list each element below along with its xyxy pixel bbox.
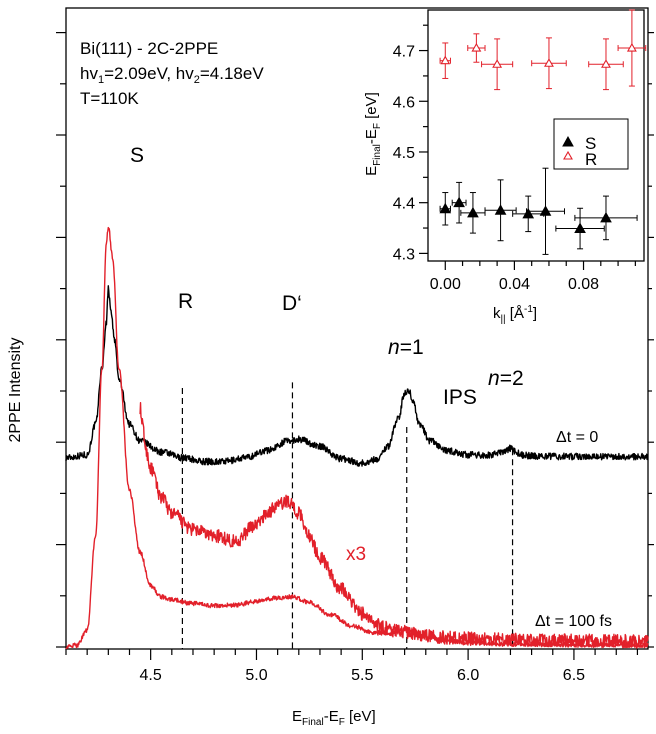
info-line-2-part: =4.18eV [200, 64, 264, 83]
data-point-R [626, 42, 637, 52]
inset-x-tick-label: 0.00 [430, 276, 461, 293]
inset-axis-ticks [419, 24, 636, 270]
peak-label-D: D‘ [282, 292, 302, 315]
peak-label-S: S [130, 144, 144, 167]
inset-ylabel-sub-f: F [372, 123, 383, 129]
info-line-1: Bi(111) - 2C-2PPE [80, 39, 218, 58]
inset-ylabel-sub-final: Final [372, 144, 383, 166]
x-tick-label: 5.0 [245, 667, 267, 684]
data-point-R [440, 55, 451, 65]
x-tick-label: 6.0 [457, 667, 479, 684]
series-label-dt100: Δt = 100 fs [535, 613, 612, 630]
main-xlabel-E: E [292, 708, 302, 725]
info-line-2-part: 2 [194, 74, 200, 86]
inset-xlabel-k: k [493, 305, 501, 322]
x-tick-label: 5.5 [351, 667, 373, 684]
main-xlabel-unit: [eV] [345, 708, 376, 725]
data-point-S [600, 211, 612, 223]
data-point-R [492, 59, 503, 68]
inset-frame [427, 9, 645, 262]
series-label-dt0: Δt = 0 [556, 429, 598, 446]
inset-x-axis-label: k|| [Å-1] [493, 304, 537, 325]
main-xlabel-mid: -E [324, 708, 339, 725]
series-label-x3: x3 [346, 544, 366, 565]
inset-y-tick-label: 4.5 [393, 145, 415, 162]
inset-x-tick-label: 0.04 [499, 276, 530, 293]
x-tick-label: 6.5 [563, 667, 585, 684]
main-y-axis-label: 2PPE Intensity [7, 338, 24, 443]
data-point-R [471, 42, 482, 52]
data-point-S [574, 222, 586, 234]
inset-ylabel-mid: -E [363, 129, 380, 144]
legend-marker-S [562, 135, 574, 147]
inset-y-tick-label: 4.7 [393, 44, 415, 61]
peak-label-R: R [178, 290, 193, 313]
info-line-2-part: 1 [98, 74, 104, 86]
main-x-axis-label: EFinal-EF [eV] [292, 708, 376, 728]
series-line-dt0 [65, 285, 649, 467]
peak-label-n2: n=2 [488, 367, 524, 390]
series-line-dt100 [65, 226, 649, 650]
main-x-tick-labels: 4.5 5.0 5.5 6.0 6.5 [140, 667, 586, 684]
legend-label-S: S [585, 134, 596, 153]
inset-ylabel-E: E [363, 166, 380, 176]
series-line-x3 [139, 402, 649, 649]
main-plot: 4.5 5.0 5.5 6.0 6.5 Bi(111) - 2C-2PPE hv1=2.… [7, 7, 654, 728]
info-line-2: hv1=2.09eV, hv2=4.18eV [80, 64, 264, 86]
info-line-3: T=110K [80, 89, 139, 108]
inset-xlabel-sup: -1 [524, 304, 533, 315]
legend-marker-R [563, 150, 573, 160]
data-point-S [453, 196, 465, 208]
inset-y-tick-label: 4.3 [393, 246, 415, 263]
data-point-S [439, 202, 452, 214]
x-tick-label: 4.5 [140, 667, 162, 684]
legend-label-R: R [585, 150, 597, 169]
inset-x-tick-label: 0.08 [568, 276, 599, 293]
inset-tick-labels: 0.00 0.04 0.08 4.3 4.4 4.5 4.6 4.7 [393, 44, 599, 293]
peak-label-n1-italic: n [388, 336, 400, 359]
data-point-S [467, 206, 479, 218]
main-axis-ticks [56, 31, 654, 660]
peak-label-n2-text: =2 [500, 367, 524, 390]
peak-label-n2-italic: n [488, 367, 500, 390]
inset-y-axis-label: EFinal-EF [eV] [363, 92, 383, 176]
inset-y-tick-label: 4.6 [393, 94, 415, 111]
peak-label-IPS: IPS [443, 386, 477, 409]
main-xlabel-sub-f: F [339, 717, 345, 728]
inset-ylabel-unit: [eV] [363, 92, 380, 123]
data-point-S [539, 205, 552, 216]
info-line-2-part: hv [80, 64, 98, 83]
inset-y-tick-label: 4.4 [393, 196, 415, 213]
info-line-2-part: =2.09eV, hv [104, 64, 194, 83]
data-point-S [494, 204, 507, 215]
inset-xlabel-close: ] [533, 305, 537, 322]
inset-series [439, 9, 647, 255]
data-point-S [522, 207, 535, 219]
main-xlabel-sub-final: Final [302, 717, 324, 728]
peak-label-n1: n=1 [388, 336, 424, 359]
inset-xlabel-unit: [Å [506, 305, 524, 322]
inset-xlabel-sub: || [500, 314, 505, 325]
data-point-R [544, 58, 554, 67]
main-series [65, 226, 649, 650]
peak-markers [181, 382, 514, 649]
peak-label-n1-text: =1 [400, 336, 424, 359]
main-plot-frame [65, 7, 649, 650]
data-point-R [601, 59, 611, 68]
inset-plot: 0.00 0.04 0.08 4.3 4.4 4.5 4.6 4.7 S R k|| [Å-1… [363, 9, 647, 325]
